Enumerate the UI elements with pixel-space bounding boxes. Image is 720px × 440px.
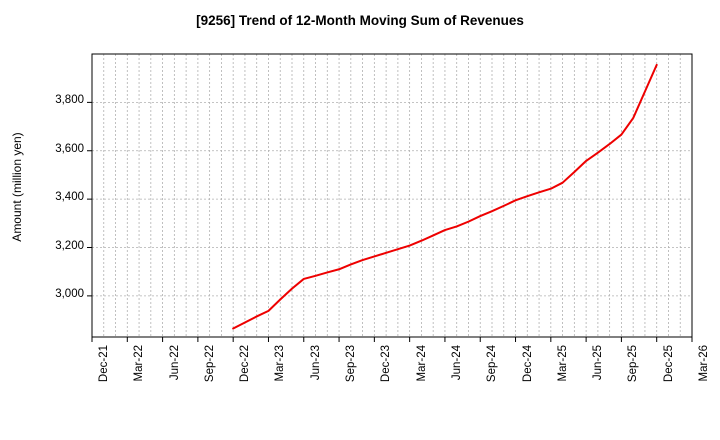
y-tick-label: 3,600	[55, 142, 84, 155]
x-tick-label: Sep-22	[203, 345, 216, 383]
x-tick-label: Dec-25	[662, 345, 675, 383]
x-tick-label: Mar-22	[133, 345, 146, 382]
x-tick-label: Sep-25	[627, 345, 640, 383]
x-tick-label: Mar-26	[698, 345, 710, 382]
x-tick-label: Jun-23	[309, 345, 322, 381]
x-tick-label: Dec-22	[239, 345, 252, 383]
chart-title: [9256] Trend of 12-Month Moving Sum of R…	[196, 13, 524, 28]
x-tick-label: Sep-24	[486, 345, 499, 383]
x-tick-label: Mar-23	[274, 345, 287, 382]
x-tick-label: Mar-24	[415, 345, 428, 382]
x-tick-label: Jun-22	[168, 345, 181, 381]
y-tick-label: 3,400	[55, 191, 84, 204]
y-tick-label: 3,800	[55, 94, 84, 107]
x-tick-label: Sep-23	[345, 345, 358, 383]
x-tick-label: Jun-25	[592, 345, 605, 381]
x-tick-label: Dec-21	[98, 345, 110, 383]
x-tick-label: Dec-24	[521, 345, 534, 383]
x-tick-label: Jun-24	[450, 345, 463, 381]
axes	[87, 53, 693, 342]
revenue-line-series	[232, 63, 658, 330]
x-tick-label: Mar-25	[556, 345, 569, 382]
x-tick-label: Dec-23	[380, 345, 393, 383]
gridlines	[91, 54, 693, 337]
y-tick-label: 3,000	[55, 287, 84, 300]
y-tick-label: 3,200	[55, 239, 84, 252]
